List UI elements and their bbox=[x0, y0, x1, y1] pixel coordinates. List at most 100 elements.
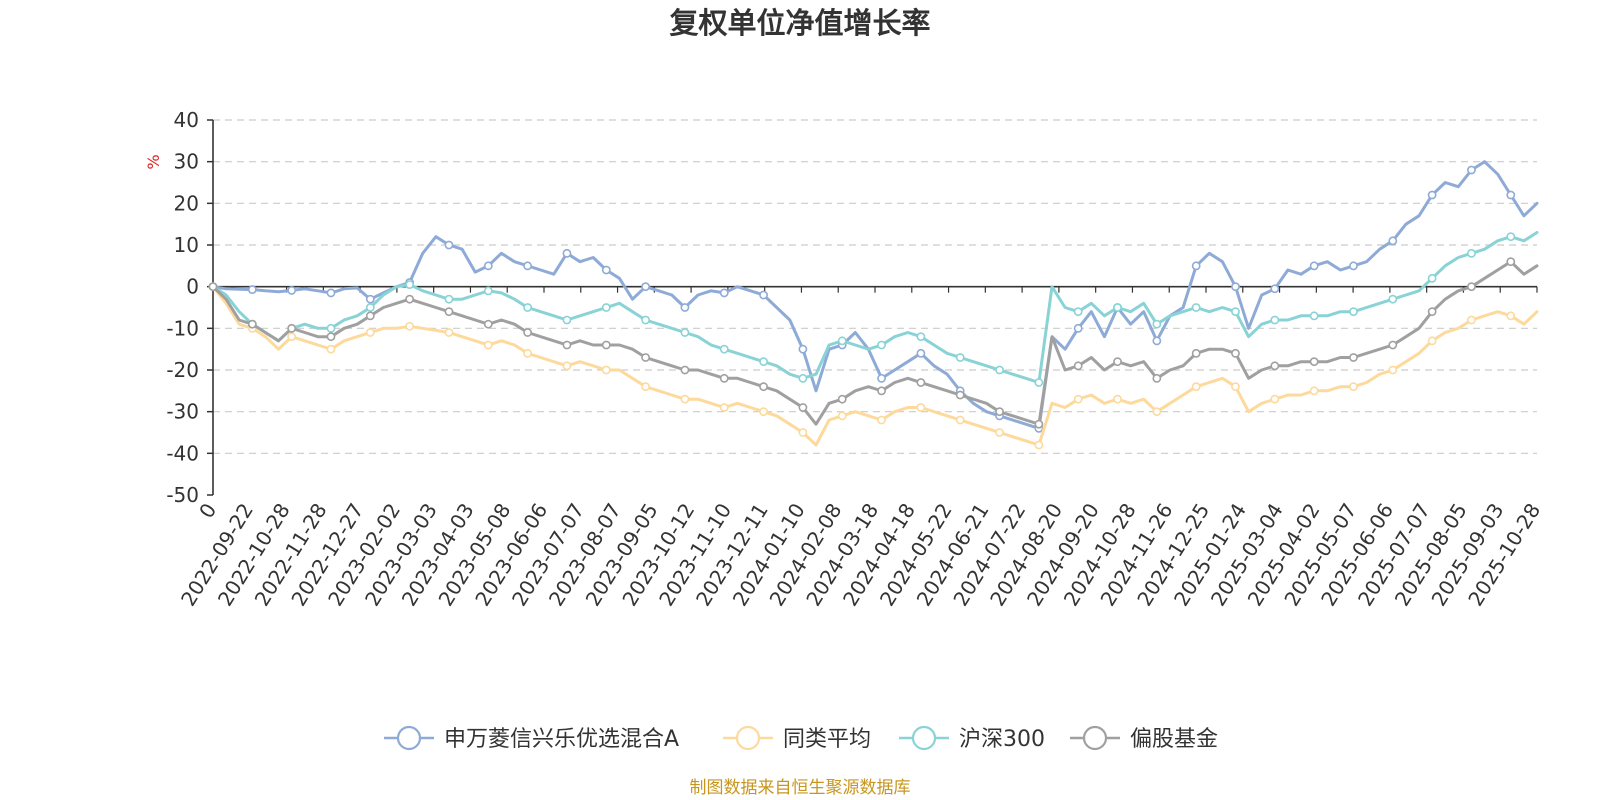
series-point-3 bbox=[1113, 357, 1122, 367]
series-lines bbox=[208, 160, 1539, 450]
legend-label: 沪深300 bbox=[959, 727, 1045, 752]
series-point-0 bbox=[444, 240, 454, 250]
series-point-1 bbox=[1427, 336, 1437, 346]
series-point-2 bbox=[1113, 303, 1122, 312]
series-point-2 bbox=[601, 303, 611, 312]
series-point-2 bbox=[1073, 307, 1083, 317]
legend-item-3[interactable]: 偏股基金 bbox=[1070, 725, 1218, 752]
series-point-3 bbox=[483, 319, 493, 329]
series-point-1 bbox=[523, 348, 533, 358]
series-point-2 bbox=[798, 373, 808, 383]
series-point-3 bbox=[1506, 257, 1516, 267]
legend-label: 申万菱信兴乐优选混合A bbox=[444, 727, 679, 752]
series-point-2 bbox=[1231, 307, 1240, 317]
series-point-1 bbox=[365, 328, 375, 337]
series-point-3 bbox=[1309, 357, 1319, 367]
series-point-2 bbox=[955, 353, 965, 362]
series-point-1 bbox=[759, 407, 768, 417]
series-point-0 bbox=[1073, 323, 1083, 333]
series-point-1 bbox=[562, 361, 572, 371]
series-point-3 bbox=[326, 332, 336, 342]
series-point-1 bbox=[483, 340, 493, 350]
series-point-1 bbox=[1349, 382, 1358, 392]
series-point-1 bbox=[601, 365, 611, 375]
series-point-3 bbox=[1388, 340, 1398, 350]
axes: 403020100-10-20-30-40-5002022-09-222022-… bbox=[166, 108, 1545, 610]
series-point-1 bbox=[405, 321, 415, 331]
series-point-0 bbox=[1349, 261, 1358, 271]
series-point-3 bbox=[1231, 348, 1240, 358]
series-point-3 bbox=[365, 311, 375, 321]
series-point-1 bbox=[1073, 394, 1083, 404]
series-point-3 bbox=[287, 323, 297, 333]
legend-item-0[interactable]: 申万菱信兴乐优选混合A bbox=[384, 725, 679, 752]
series-point-0 bbox=[326, 288, 336, 298]
series-point-0 bbox=[483, 261, 493, 271]
legend-label: 偏股基金 bbox=[1130, 727, 1218, 752]
series-point-2 bbox=[995, 365, 1004, 375]
legend-circle-icon bbox=[911, 725, 937, 751]
series-point-3 bbox=[719, 373, 729, 383]
series-point-3 bbox=[562, 340, 572, 350]
series-point-1 bbox=[877, 415, 886, 425]
legend-circle-icon bbox=[1082, 725, 1108, 751]
series-point-2 bbox=[1152, 319, 1162, 329]
y-axis-unit: % bbox=[144, 154, 163, 169]
series-point-1 bbox=[641, 382, 650, 392]
series-point-0 bbox=[1467, 165, 1476, 175]
series-point-2 bbox=[1388, 294, 1398, 304]
legend[interactable]: 申万菱信兴乐优选混合A 同类平均 沪深300 偏股基金 bbox=[384, 725, 1218, 752]
y-tick-label: 20 bbox=[174, 191, 199, 215]
series-point-1 bbox=[1113, 394, 1122, 404]
series-point-2 bbox=[1427, 273, 1437, 283]
series-point-2 bbox=[326, 323, 336, 333]
series-point-2 bbox=[680, 328, 690, 337]
legend-circle-icon bbox=[735, 725, 761, 751]
series-point-3 bbox=[601, 340, 611, 350]
series-point-2 bbox=[1467, 248, 1476, 258]
series-point-2 bbox=[562, 315, 572, 325]
series-point-0 bbox=[601, 265, 611, 275]
series-point-2 bbox=[1034, 378, 1044, 387]
series-point-3 bbox=[1191, 348, 1201, 358]
series-point-3 bbox=[1034, 419, 1044, 429]
series-point-0 bbox=[798, 344, 808, 354]
series-point-0 bbox=[1309, 261, 1319, 271]
series-point-3 bbox=[444, 307, 454, 317]
series-point-1 bbox=[1388, 365, 1398, 375]
series-point-1 bbox=[995, 428, 1004, 437]
y-tick-label: -50 bbox=[166, 483, 199, 507]
series-point-2 bbox=[483, 286, 493, 296]
series-point-1 bbox=[1191, 382, 1201, 392]
series-point-2 bbox=[405, 280, 415, 289]
series-point-2 bbox=[877, 340, 886, 350]
series-point-0 bbox=[641, 282, 650, 292]
series-point-1 bbox=[1309, 386, 1319, 396]
series-point-1 bbox=[680, 394, 690, 404]
legend-item-2[interactable]: 沪深300 bbox=[899, 725, 1045, 752]
series-point-0 bbox=[562, 248, 572, 258]
legend-item-1[interactable]: 同类平均 bbox=[723, 725, 871, 752]
series-point-3 bbox=[1349, 353, 1358, 362]
series-point-2 bbox=[1349, 307, 1358, 317]
series-point-0 bbox=[287, 286, 297, 295]
y-tick-label: -20 bbox=[166, 358, 199, 382]
series-point-0 bbox=[1388, 236, 1398, 246]
series-point-3 bbox=[405, 294, 415, 304]
series-point-3 bbox=[955, 390, 965, 400]
series-point-1 bbox=[916, 403, 926, 412]
series-point-2 bbox=[1506, 232, 1516, 242]
series-point-0 bbox=[1231, 282, 1240, 292]
series-point-1 bbox=[955, 415, 965, 425]
series-point-0 bbox=[1427, 190, 1437, 200]
legend-label: 同类平均 bbox=[783, 727, 871, 752]
series-point-1 bbox=[1467, 315, 1476, 325]
series-point-1 bbox=[798, 428, 808, 437]
legend-circle-icon bbox=[396, 725, 422, 751]
series-point-3 bbox=[1073, 361, 1083, 371]
y-tick-label: -40 bbox=[166, 441, 199, 465]
data-source-note: 制图数据来自恒生聚源数据库 bbox=[690, 778, 911, 798]
series-point-0 bbox=[1191, 261, 1201, 271]
series-point-1 bbox=[1231, 382, 1240, 392]
